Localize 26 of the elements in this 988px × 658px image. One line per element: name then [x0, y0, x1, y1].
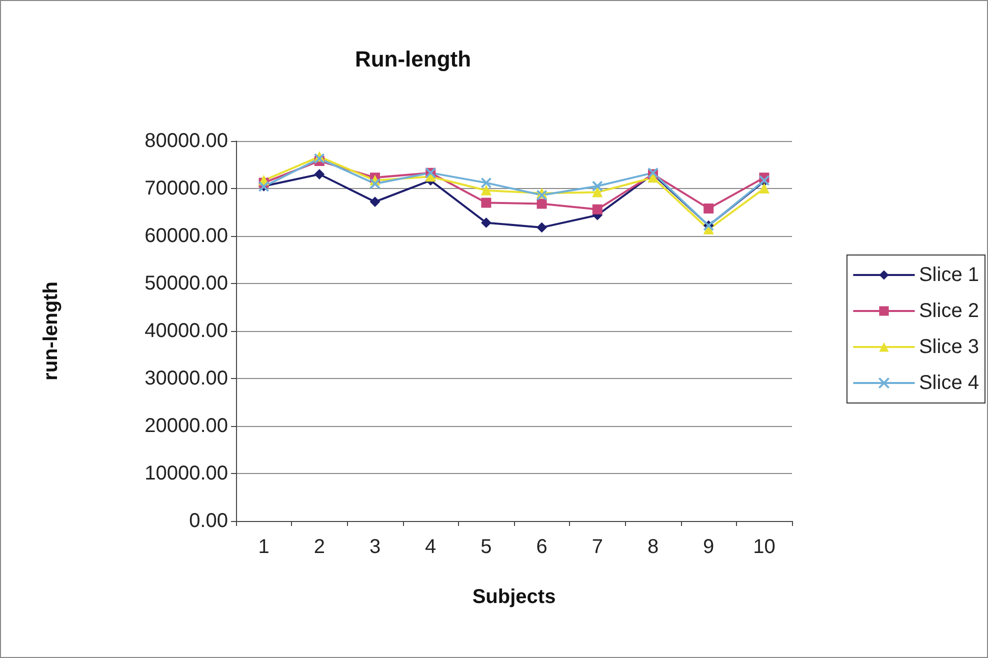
- y-tick-label: 0.00: [189, 510, 228, 532]
- x-tick-label: 8: [647, 536, 659, 558]
- y-tick-label: 40000.00: [144, 320, 228, 342]
- x-tick-label: 4: [425, 536, 436, 558]
- x-tick-label: 10: [753, 536, 776, 558]
- y-tick-label: 10000.00: [144, 462, 228, 484]
- chart-title: Run-length: [354, 46, 472, 72]
- legend-label: Slice 3: [918, 336, 979, 358]
- y-tick-label: 60000.00: [144, 225, 228, 247]
- x-tick-label: 9: [703, 536, 714, 558]
- y-tick-label: 80000.00: [144, 130, 228, 152]
- y-tick-label: 20000.00: [144, 415, 228, 437]
- y-tick-label: 30000.00: [144, 368, 228, 390]
- y-tick-label: 50000.00: [144, 272, 228, 294]
- x-tick-label: 7: [592, 536, 603, 558]
- legend-label: Slice 4: [918, 372, 979, 394]
- x-tick-label: 6: [536, 536, 548, 558]
- x-tick-label: 1: [258, 536, 270, 558]
- x-tick-label: 5: [480, 536, 492, 558]
- x-tick-label: 3: [369, 536, 381, 558]
- legend-label: Slice 2: [918, 300, 979, 322]
- y-tick-label: 70000.00: [144, 178, 228, 200]
- x-axis-title: Subjects: [472, 586, 556, 608]
- legend-label: Slice 1: [918, 264, 979, 286]
- x-tick-label: 2: [314, 536, 325, 558]
- y-axis-title: run-length: [40, 282, 62, 380]
